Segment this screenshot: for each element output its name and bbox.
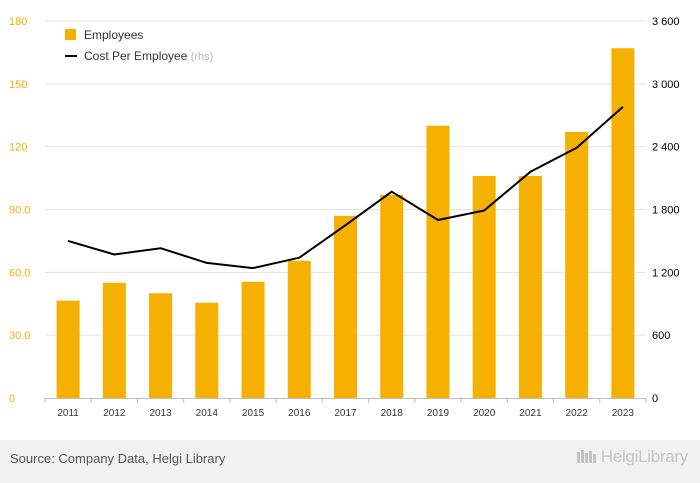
x-tick-label: 2011 <box>57 408 79 419</box>
legend-cost-rhs: (rhs) <box>191 51 214 63</box>
employees-bar <box>56 300 80 398</box>
employees-bar <box>611 48 635 398</box>
y-right-tick-label: 1 200 <box>652 267 680 279</box>
y-right-tick-label: 600 <box>652 330 670 342</box>
employees-bars <box>56 48 635 398</box>
legend-employees-label: Employees <box>84 28 143 42</box>
x-tick-label: 2023 <box>612 408 635 419</box>
y-left-tick-label: 30.0 <box>9 330 30 342</box>
x-tick-label: 2022 <box>566 408 589 419</box>
employees-bar <box>102 282 126 398</box>
employees-bar <box>149 293 173 398</box>
x-tick-label: 2021 <box>519 408 542 419</box>
axes: 0 0 30.0 600 60.0 1 200 90.0 1 800 120 2 400 150 3 … <box>9 16 680 419</box>
legend-cost-name: Cost Per Employee <box>84 49 188 63</box>
cost-per-employee-line-group <box>67 106 624 270</box>
x-tick-label: 2015 <box>242 408 265 419</box>
employees-bar <box>195 302 219 398</box>
y-right-tick-label: 3 000 <box>652 79 680 91</box>
cost-per-employee-line <box>67 106 624 270</box>
employees-bar <box>426 125 450 398</box>
y-left-tick-label: 180 <box>9 16 27 28</box>
library-icon <box>576 450 596 463</box>
y-left-tick-label: 0 <box>9 393 15 405</box>
x-tick-label: 2019 <box>427 408 450 419</box>
y-right-tick-label: 3 600 <box>652 16 680 28</box>
employees-bar <box>565 132 589 398</box>
x-tick-label: 2020 <box>473 408 496 419</box>
brand-name: HelgiLibrary <box>600 447 688 466</box>
employees-bar <box>380 194 404 398</box>
legend: Employees Cost Per Employee (rhs) <box>65 28 213 63</box>
y-left-tick-label: 60.0 <box>9 267 30 279</box>
x-tick-label: 2014 <box>196 408 219 419</box>
legend-employees-swatch <box>65 29 76 40</box>
x-tick-label: 2018 <box>381 408 404 419</box>
grid-lines <box>45 20 646 336</box>
x-tick-label: 2012 <box>103 408 126 419</box>
combo-chart: 0 0 30.0 600 60.0 1 200 90.0 1 800 120 2 400 150 3 … <box>9 16 680 419</box>
employees-bar <box>472 175 496 398</box>
source-note: Source: Company Data, Helgi Library <box>10 451 226 466</box>
y-right-tick-label: 0 <box>652 393 658 405</box>
x-tick-label: 2013 <box>149 408 172 419</box>
employees-bar <box>518 175 542 398</box>
y-left-tick-label: 150 <box>9 79 27 91</box>
y-right-tick-label: 2 400 <box>652 142 680 154</box>
x-tick-label: 2017 <box>334 408 357 419</box>
legend-cost-label: Cost Per Employee (rhs) <box>84 49 213 63</box>
y-right-tick-label: 1 800 <box>652 205 680 217</box>
y-left-tick-label: 120 <box>9 142 27 154</box>
brand-logo: HelgiLibrary <box>576 447 688 467</box>
employees-bar <box>287 260 311 398</box>
y-left-tick-label: 90.0 <box>9 205 30 217</box>
employees-bar <box>334 215 357 398</box>
employees-bar <box>241 281 265 398</box>
x-tick-label: 2016 <box>288 408 311 419</box>
